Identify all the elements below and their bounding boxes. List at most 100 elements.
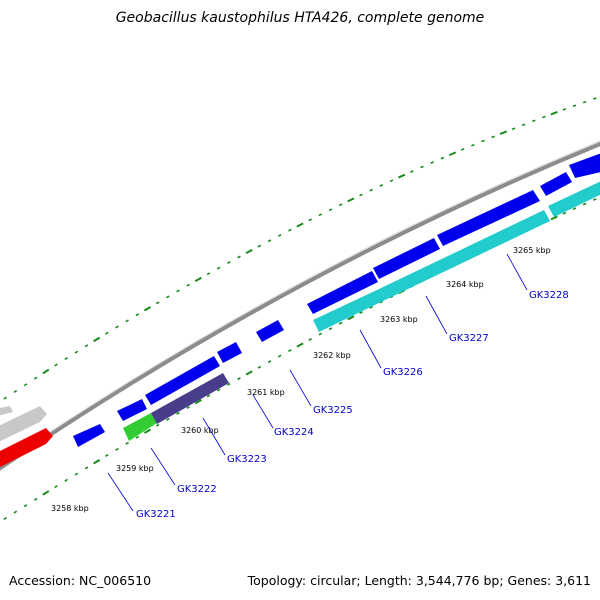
tick-mark xyxy=(542,115,546,119)
gene-label[interactable]: GK3221 xyxy=(136,509,176,520)
tick-mark xyxy=(550,215,558,221)
gene-arrow-gk3223[interactable] xyxy=(151,373,229,424)
tick-mark xyxy=(318,213,323,217)
tick-mark xyxy=(369,305,373,309)
tick-mark xyxy=(521,123,526,127)
tick-mark xyxy=(499,130,507,136)
tick-mark xyxy=(93,336,101,343)
tick-mark xyxy=(206,272,211,276)
tick-mark xyxy=(33,376,38,380)
gene-arrow-red[interactable] xyxy=(0,428,53,472)
gene-arrow-green[interactable] xyxy=(123,413,157,441)
tick-mark xyxy=(318,332,323,336)
tick-mark xyxy=(593,97,597,100)
tick-mark xyxy=(54,485,58,489)
gene-arrow-blue-h[interactable] xyxy=(569,150,600,178)
tick-mark xyxy=(143,306,152,312)
gene-label[interactable]: GK3227 xyxy=(449,333,489,344)
gene-arrow-blue-a[interactable] xyxy=(117,399,147,421)
gene-arrow-blue-b[interactable] xyxy=(145,356,220,405)
tick-mark xyxy=(379,300,384,304)
tick-mark xyxy=(206,394,211,398)
tick-mark xyxy=(410,170,414,173)
tick-mark xyxy=(277,233,282,237)
kbp-label: 3260 kbp xyxy=(181,426,219,435)
tick-mark xyxy=(532,119,536,123)
tick-mark xyxy=(562,211,567,215)
tick-mark xyxy=(296,342,304,348)
tick-mark xyxy=(328,208,333,212)
tick-mark xyxy=(186,283,190,287)
gene-arrow-gk3221[interactable] xyxy=(73,424,105,447)
tick-mark xyxy=(166,295,170,299)
gene-label[interactable]: GK3223 xyxy=(227,454,267,465)
gene-arrow-blue-d[interactable] xyxy=(307,271,378,314)
gene-leader-lines xyxy=(107,253,528,512)
tick-mark xyxy=(42,490,50,496)
kbp-label: 3258 kbp xyxy=(51,504,89,513)
tick-mark xyxy=(115,325,119,329)
tick-mark xyxy=(369,188,373,192)
gene-arrow-gray[interactable] xyxy=(0,406,47,446)
tick-mark xyxy=(33,497,38,501)
tick-mark xyxy=(359,193,363,197)
tick-mark xyxy=(420,165,424,169)
tick-mark xyxy=(3,396,7,400)
tick-mark xyxy=(550,111,558,116)
tick-mark xyxy=(267,239,272,243)
gene-label[interactable]: GK3224 xyxy=(274,427,314,438)
tick-mark xyxy=(347,197,355,203)
tick-mark xyxy=(194,276,202,283)
kbp-label: 3261 kbp xyxy=(247,388,285,397)
tick-mark xyxy=(74,350,79,354)
tick-mark xyxy=(155,423,160,427)
tick-mark xyxy=(237,377,241,381)
gene-label[interactable]: GK3222 xyxy=(177,484,217,495)
tick-mark xyxy=(74,472,79,476)
tick-mark xyxy=(115,447,119,451)
gene-arrow-blue-e[interactable] xyxy=(373,238,440,279)
tick-mark xyxy=(491,135,495,139)
tick-mark xyxy=(572,104,577,108)
gene-label[interactable]: GK3226 xyxy=(383,367,423,378)
gene-arrow-blue-f[interactable] xyxy=(437,190,540,246)
tick-mark xyxy=(135,435,140,439)
gene-arrow-gk3228[interactable] xyxy=(548,177,600,217)
tick-mark xyxy=(23,383,28,387)
tick-mark xyxy=(288,228,292,232)
tick-mark xyxy=(582,100,587,104)
accession-label: Accession: NC_006510 xyxy=(9,573,152,588)
tick-mark xyxy=(562,108,567,111)
tick-mark xyxy=(257,365,262,369)
tick-mark xyxy=(176,411,180,415)
tick-mark xyxy=(277,354,282,358)
gene-arrow-gk3227[interactable] xyxy=(379,210,550,300)
tick-mark xyxy=(359,311,363,315)
tick-mark xyxy=(347,315,355,321)
gene-arrow-gk3226[interactable] xyxy=(313,289,385,332)
gene-arrow-gk3225[interactable] xyxy=(256,320,284,342)
tick-mark xyxy=(125,441,129,445)
tick-mark xyxy=(338,321,343,325)
gene-label[interactable]: GK3228 xyxy=(529,290,569,301)
tick-mark xyxy=(308,338,312,341)
gene-arrow-blue-c[interactable] xyxy=(217,342,242,363)
kbp-label: 3259 kbp xyxy=(116,464,154,473)
tick-mark xyxy=(64,478,68,482)
tick-mark xyxy=(42,368,50,375)
tick-mark xyxy=(155,301,160,305)
gene-label[interactable]: GK3225 xyxy=(313,405,353,416)
tick-mark xyxy=(245,248,253,255)
tick-mark xyxy=(125,319,129,323)
tick-mark xyxy=(481,139,485,143)
tick-mark xyxy=(13,510,18,514)
tick-mark xyxy=(296,222,304,228)
gene-arrow-blue-g[interactable] xyxy=(540,172,572,196)
tick-mark xyxy=(105,331,109,335)
outer-tick-marks xyxy=(3,97,597,400)
gene-marker-small xyxy=(0,406,13,416)
kbp-label: 3265 kbp xyxy=(513,246,551,255)
tick-mark xyxy=(216,388,221,392)
